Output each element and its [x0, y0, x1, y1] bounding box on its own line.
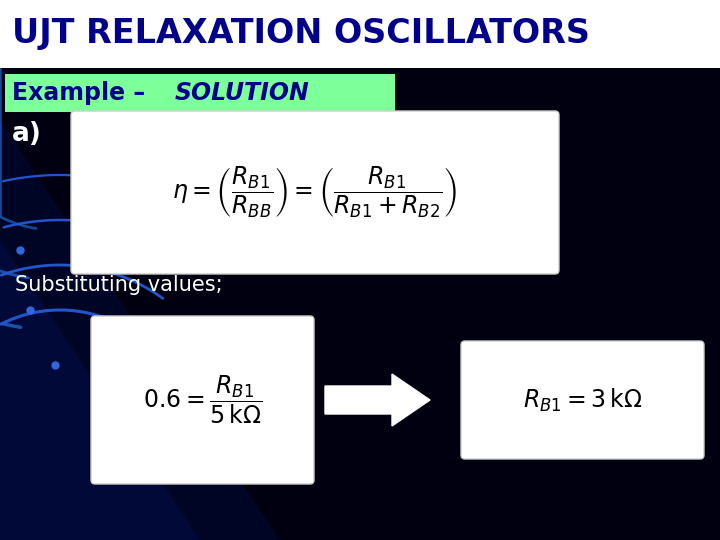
Text: a): a) [12, 121, 42, 147]
Text: SOLUTION: SOLUTION [175, 81, 310, 105]
Polygon shape [0, 240, 200, 540]
FancyBboxPatch shape [91, 316, 314, 484]
Text: Example –: Example – [12, 81, 153, 105]
Bar [0, 0, 720, 68]
Text: Substituting values;: Substituting values; [15, 275, 222, 295]
Text: $R_{B1} = 3\,\mathrm{k}\Omega$: $R_{B1} = 3\,\mathrm{k}\Omega$ [523, 387, 642, 414]
Bar [5, 74, 395, 112]
Text: $0.6 = \dfrac{R_{B1}}{5\,\mathrm{k}\Omega}$: $0.6 = \dfrac{R_{B1}}{5\,\mathrm{k}\Omeg… [143, 374, 262, 426]
FancyBboxPatch shape [71, 111, 559, 274]
Text: UJT RELAXATION OSCILLATORS: UJT RELAXATION OSCILLATORS [12, 17, 590, 51]
FancyBboxPatch shape [461, 341, 704, 459]
Text: $\eta = \left(\dfrac{R_{B1}}{R_{BB}}\right) = \left(\dfrac{R_{B1}}{R_{B1}+R_{B2}: $\eta = \left(\dfrac{R_{B1}}{R_{BB}}\rig… [173, 165, 457, 220]
FancyArrow shape [325, 374, 430, 426]
Polygon shape [0, 120, 280, 540]
